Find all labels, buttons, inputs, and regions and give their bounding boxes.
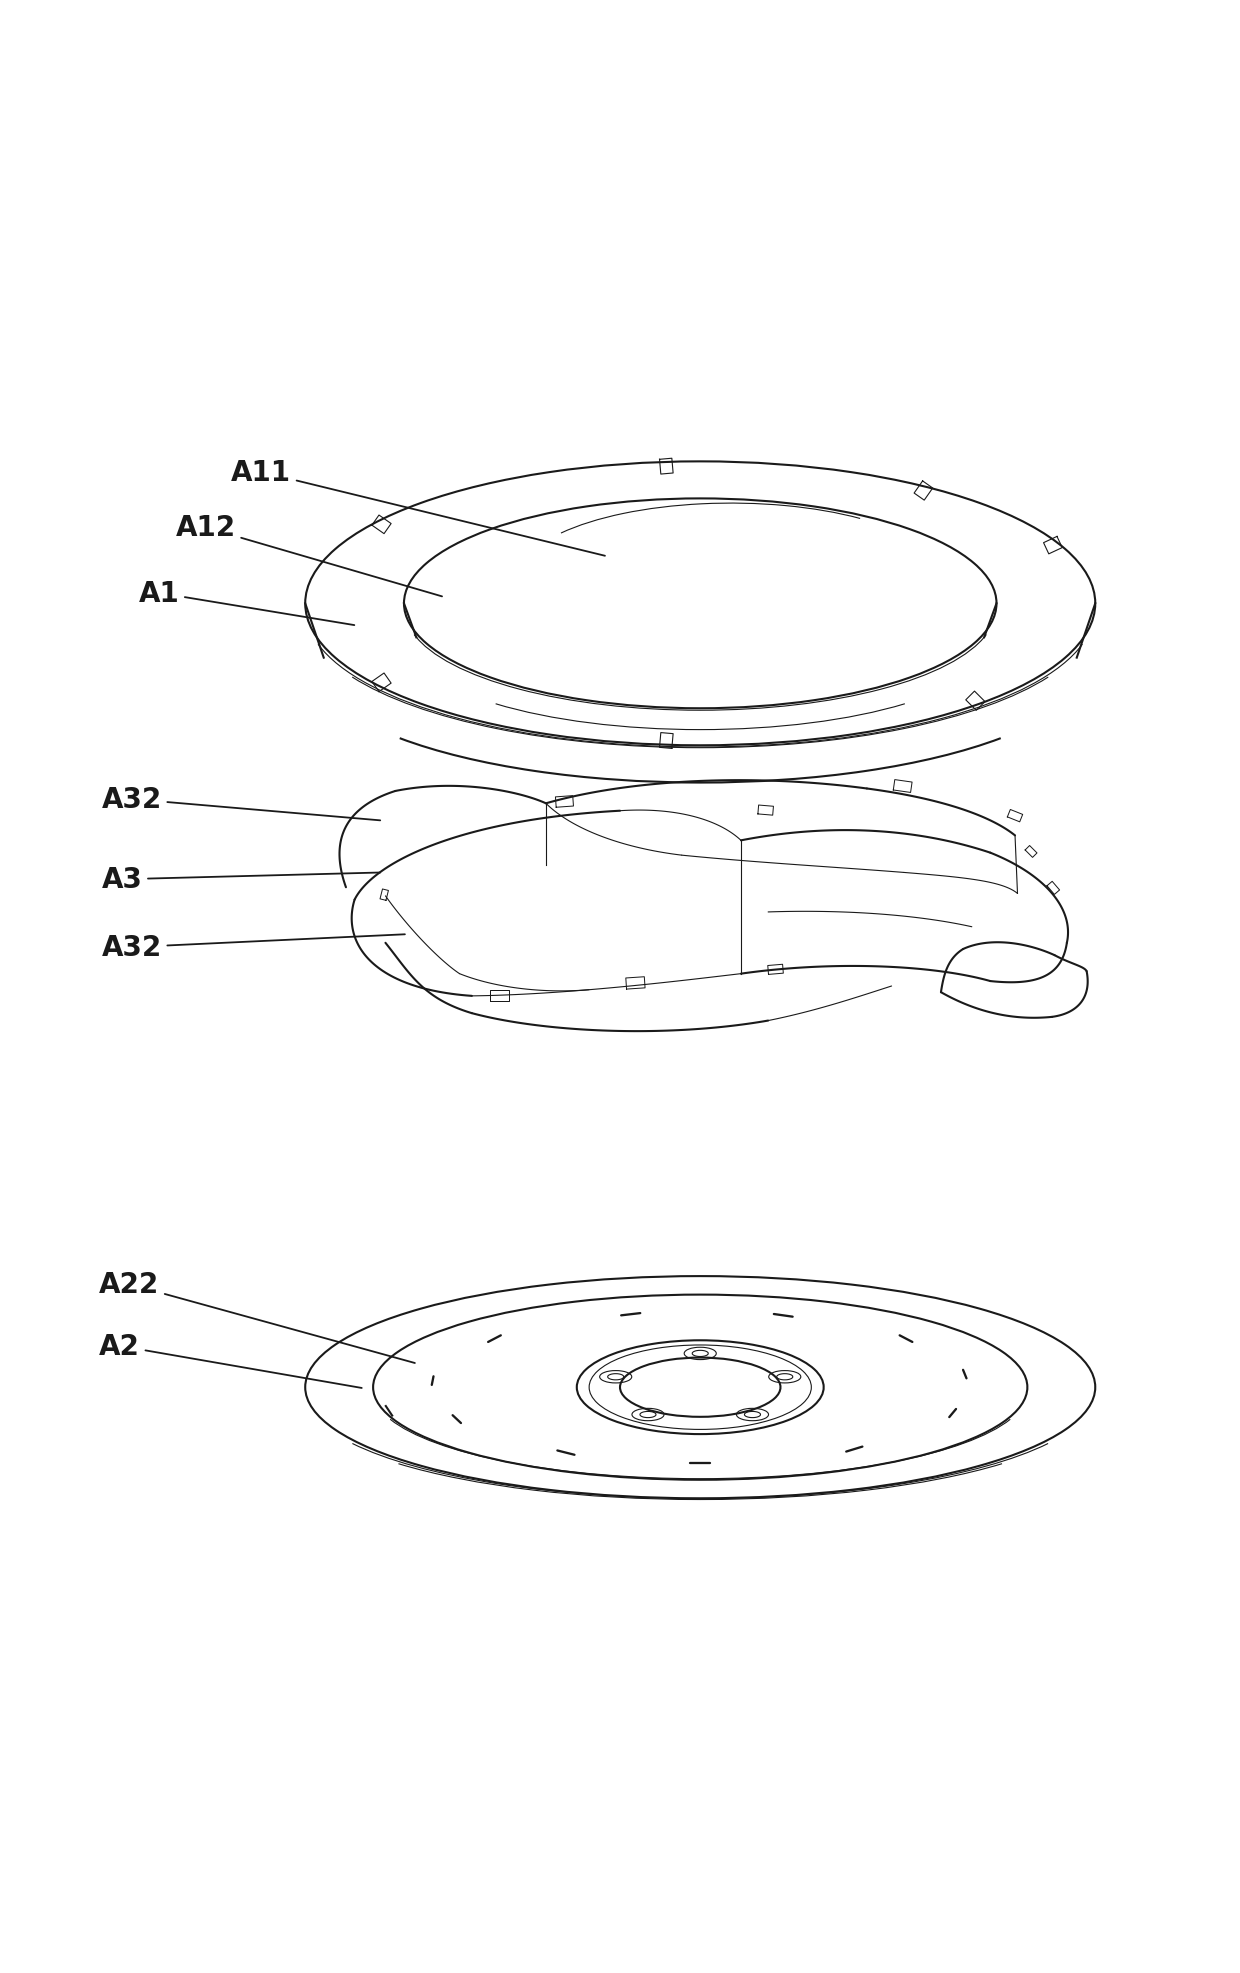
Text: A12: A12 bbox=[176, 515, 441, 598]
Text: A32: A32 bbox=[102, 933, 405, 961]
Text: A2: A2 bbox=[99, 1332, 362, 1389]
Text: A22: A22 bbox=[99, 1271, 415, 1363]
Text: A3: A3 bbox=[102, 866, 381, 894]
Text: A1: A1 bbox=[139, 580, 355, 625]
Text: A32: A32 bbox=[102, 785, 381, 821]
Text: A11: A11 bbox=[231, 458, 605, 556]
